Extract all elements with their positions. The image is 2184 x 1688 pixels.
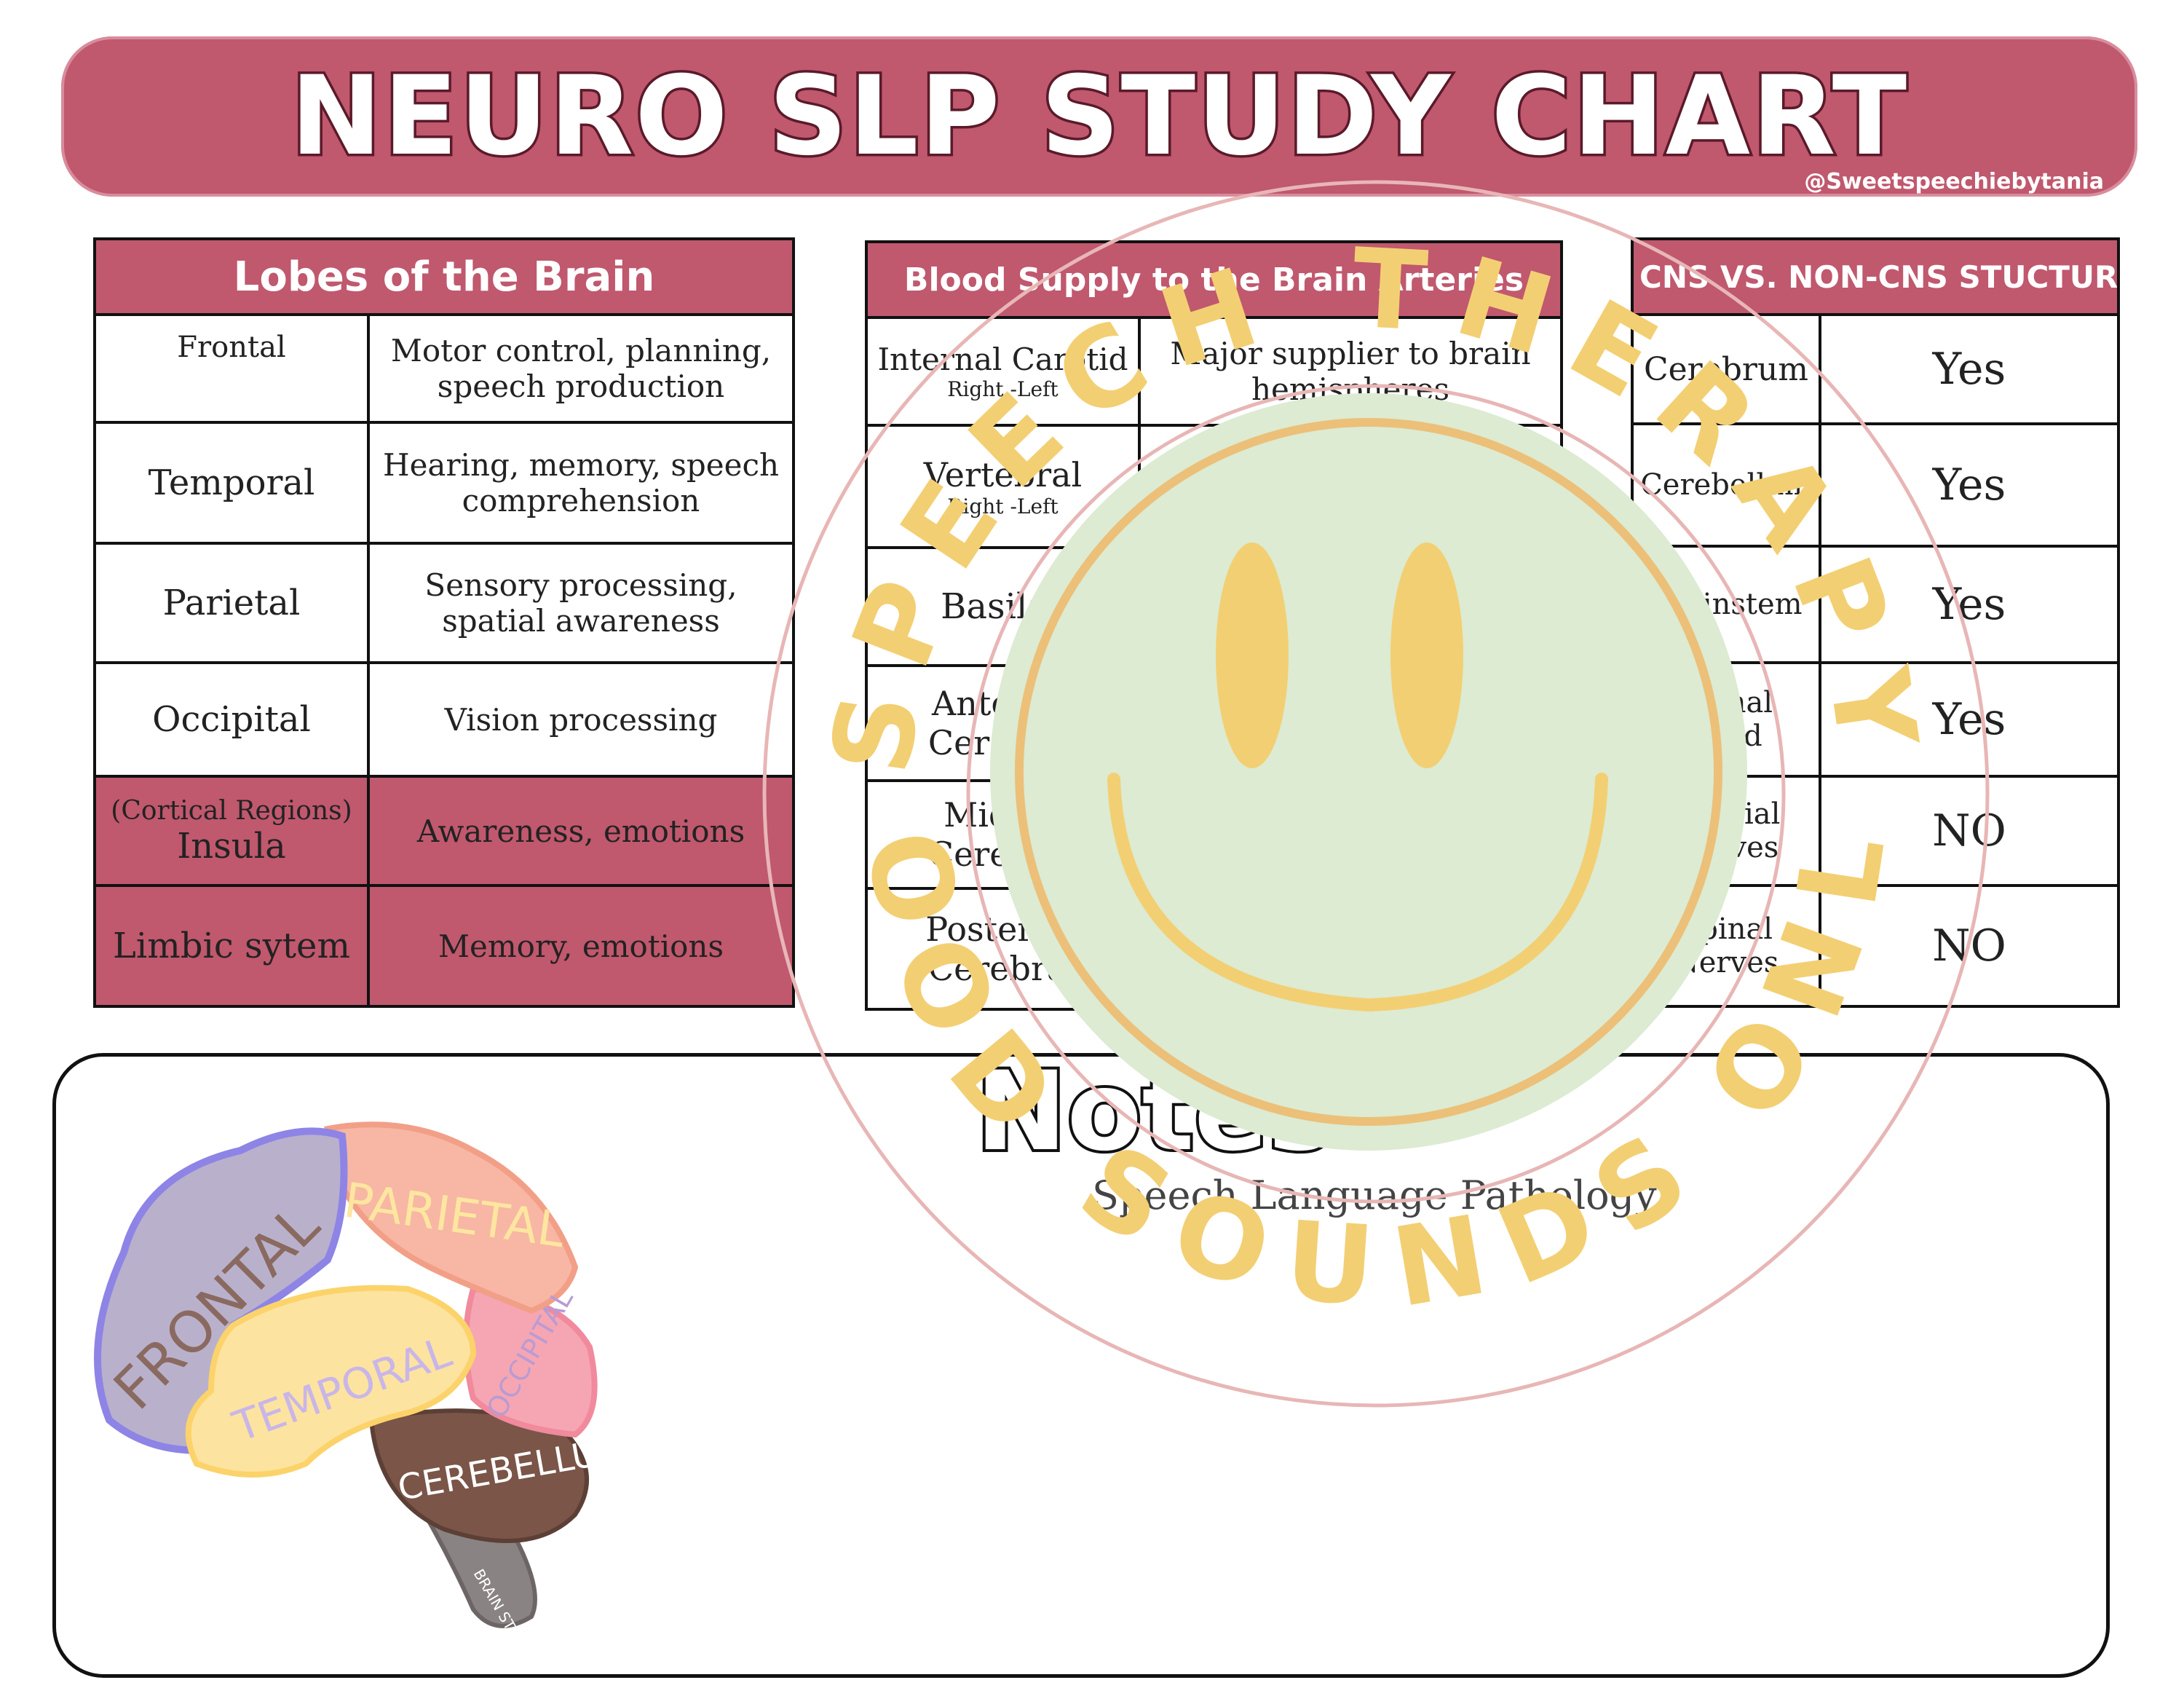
lobe-function: Hearing, memory, speech comprehension [367, 421, 795, 545]
smiley-face [990, 393, 1747, 1151]
table-row: Cerebellum Yes [1631, 422, 2121, 548]
artery-name-text: Vertebral [923, 454, 1083, 494]
lobe-name: Occipital [93, 661, 370, 778]
structure-name: Cerebellum [1631, 422, 1821, 548]
lobes-table: Lobes of the Brain Frontal Motor control… [93, 237, 795, 1008]
cns-answer: NO [1818, 775, 2121, 887]
lobe-name: Frontal [93, 313, 370, 424]
table-row: Temporal Hearing, memory, speech compreh… [93, 421, 795, 545]
lobe-name: Parietal [93, 542, 370, 664]
cns-answer: Yes [1818, 422, 2121, 548]
artery-name: Internal Carotid Right -Left [865, 316, 1141, 427]
temporal-shape [185, 1285, 477, 1478]
lobe-name: (Cortical Regions) Insula [93, 775, 370, 887]
smiley-ring [1015, 418, 1722, 1126]
lobes-header: Lobes of the Brain [93, 237, 795, 316]
table-row: Frontal Motor control, planning, speech … [93, 313, 795, 424]
artery-side: Right -Left [947, 494, 1059, 518]
lobe-function: Vision processing [367, 661, 795, 778]
title-banner: NEURO SLP STUDY CHART [61, 36, 2137, 197]
outer-ring [762, 180, 1990, 1408]
table-row: Parietal Sensory processing, spatial awa… [93, 542, 795, 664]
lobe-name: Limbic sytem [93, 884, 370, 1008]
lobe-name-text: Insula [177, 825, 286, 867]
inner-ring [966, 384, 1786, 1204]
table-row: Occipital Vision processing [93, 661, 795, 778]
artery-side: Right -Left [947, 377, 1059, 401]
lobe-function: Motor control, planning, speech producti… [367, 313, 795, 424]
frontal-shape [94, 1127, 348, 1454]
lobe-function: Awareness, emotions [367, 775, 795, 887]
lobe-function: Sensory processing, spatial awareness [367, 542, 795, 664]
table-row: Cerebrum Yes [1631, 313, 2121, 425]
smiley-left-eye [1216, 543, 1289, 768]
cns-answer: Yes [1818, 313, 2121, 425]
parietal-shape [324, 1121, 579, 1314]
table-row: (Cortical Regions) Insula Awareness, emo… [93, 775, 795, 887]
brain-illustration: FRONTAL PARIETAL TEMPORAL OCCIPITAL CERE… [94, 1121, 630, 1631]
lobe-note: (Cortical Regions) [111, 795, 352, 826]
author-handle: @Sweetspeechiebytania [1804, 169, 2104, 194]
artery-name: Vertebral Right -Left [865, 424, 1141, 549]
blood-header: Blood Supply to the Brain Arteries [864, 240, 1564, 319]
lobe-function: Memory, emotions [367, 884, 795, 1008]
artery-name-text: Internal Carotid [877, 342, 1128, 377]
smiley-mouth [1107, 773, 1608, 1012]
lobe-name: Temporal [93, 421, 370, 545]
page-title: NEURO SLP STUDY CHART [288, 51, 1909, 183]
notes-subtitle: Speech Language Pathology [1092, 1172, 1657, 1218]
structure-name: Cerebrum [1631, 313, 1821, 425]
table-row: Limbic sytem Memory, emotions [93, 884, 795, 1008]
cns-answer: Yes [1818, 661, 2121, 778]
smiley-right-eye [1390, 543, 1463, 768]
speech-therapy-watermark: SPEECH THERAPY GOOD SOUNDS ONLY [743, 160, 1990, 1408]
cns-header: CNS VS. NON-CNS STUCTURES [1630, 237, 2121, 316]
